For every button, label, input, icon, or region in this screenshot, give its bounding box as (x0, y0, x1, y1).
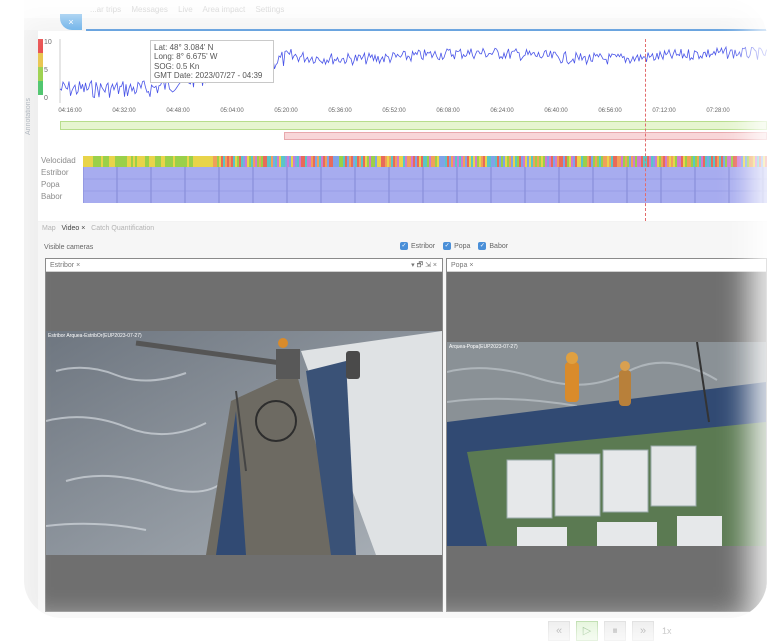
popa-track[interactable] (83, 179, 767, 191)
timeline-panel: 10 5 0 Lat: 48° 3.084' N Long: 8° 6.675'… (38, 31, 767, 221)
close-icon[interactable]: × (60, 14, 82, 30)
video-feed-popa[interactable]: Arquea-Popa(EUP2023-07-27) (447, 342, 766, 546)
scale-yellow (38, 53, 43, 67)
x-tick: 04:48:00 (166, 108, 190, 114)
x-tick: 05:20:00 (274, 108, 298, 114)
tab-catch-quantification[interactable]: Catch Quantification (91, 225, 155, 232)
x-tick: 06:56:00 (598, 108, 622, 114)
top-navigation: ...ar trips Messages Live Area impact Se… (24, 0, 767, 18)
scale-red (38, 39, 43, 53)
x-tick: 05:04:00 (220, 108, 244, 114)
x-tick: 07:28:00 (706, 108, 730, 114)
nav-tab-settings[interactable]: Settings (255, 5, 285, 14)
y-tick-5: 5 (44, 67, 48, 74)
toggle-label-popa: Popa (454, 242, 471, 250)
toggle-label-babor: Babor (489, 242, 509, 250)
y-tick-10: 10 (44, 39, 52, 46)
checkbox-estribor[interactable]: ✓ (400, 242, 408, 250)
x-tick: 04:16:00 (58, 108, 82, 114)
x-tick: 06:24:00 (490, 108, 514, 114)
track-label-velocidad: Velocidad (41, 156, 76, 165)
playhead-cursor[interactable] (645, 39, 646, 221)
video-feed-estribor[interactable]: Estribor Arquea-EstribOr(EUP2023-07-27) (46, 331, 442, 555)
tooltip-lat: Lat: 48° 3.084' N (154, 43, 214, 52)
view-tabs: Map Video × Catch Quantification (42, 225, 154, 232)
video-pane-popa: Popa × (446, 258, 767, 612)
scale-green (38, 81, 43, 95)
nav-tab-trips[interactable]: ...ar trips (90, 5, 122, 14)
play-button[interactable]: ▷ (576, 621, 598, 641)
camera-track-grid (83, 167, 767, 203)
tooltip-gmt: GMT Date: 2023/07/27 - 04:39 (154, 70, 263, 80)
y-tick-0: 0 (44, 95, 48, 102)
nav-tab-messages[interactable]: Messages (131, 5, 168, 14)
x-tick: 06:08:00 (436, 108, 460, 114)
checkbox-popa[interactable]: ✓ (443, 242, 452, 250)
deck-scene-estribor (46, 331, 442, 555)
camera-toggles: ✓ Estribor ✓ Popa ✓ Babor (394, 242, 508, 250)
haul-bar[interactable] (284, 132, 767, 140)
pane-close-icon[interactable]: × (76, 262, 81, 269)
deck-scene-popa (447, 342, 766, 546)
tooltip-sog: SOG: 0.5 Kn (154, 61, 200, 71)
nav-tab-area-impact[interactable]: Area impact (202, 5, 246, 14)
pane-title: Popa (451, 262, 468, 269)
camera-overlay-text: Estribor Arquea-EstribOr(EUP2023-07-27) (48, 333, 142, 339)
playback-speed[interactable]: 1x (662, 626, 672, 636)
position-tooltip: Lat: 48° 3.084' N Long: 8° 6.675' W SOG:… (150, 40, 274, 83)
fast-forward-button[interactable]: » (632, 621, 654, 641)
tab-video-close-icon[interactable]: × (81, 225, 86, 232)
speed-series-line (59, 45, 767, 99)
time-axis: 04:16:00 04:32:00 04:48:00 05:04:00 05:2… (38, 103, 767, 117)
x-tick: 05:36:00 (328, 108, 352, 114)
tab-map[interactable]: Map (42, 225, 56, 232)
divider (86, 29, 767, 31)
pane-title: Estribor (50, 262, 75, 269)
track-label-babor: Babor (41, 192, 63, 201)
visible-cameras-label: Visible cameras (44, 244, 94, 251)
x-tick: 07:12:00 (652, 108, 676, 114)
x-tick: 06:40:00 (544, 108, 568, 114)
pane-header: Estribor × ▾ 🗗 ⇲ × (46, 259, 442, 272)
track-label-estribor: Estribor (41, 168, 69, 177)
trip-bar[interactable] (60, 121, 767, 130)
x-tick: 04:32:00 (112, 108, 136, 114)
main-panel: ...ar trips Messages Live Area impact Se… (24, 0, 767, 618)
scale-lightgreen (38, 67, 43, 81)
video-pane-estribor: Estribor × ▾ 🗗 ⇲ × (45, 258, 443, 612)
speed-chart[interactable]: 10 5 0 (38, 31, 767, 103)
track-label-popa: Popa (41, 180, 60, 189)
annotations-tab[interactable]: Annotations (25, 98, 32, 135)
track-labels: Velocidad Estribor Popa Babor (38, 155, 82, 203)
nav-tabs: ...ar trips Messages Live Area impact Se… (90, 5, 292, 14)
estribor-track[interactable] (83, 167, 767, 179)
tooltip-long: Long: 8° 6.675' W (154, 52, 218, 62)
toggle-label-estribor: Estribor (411, 242, 436, 250)
pane-close-icon[interactable]: × (469, 262, 474, 269)
pane-controls[interactable]: ▾ 🗗 ⇲ × (411, 262, 437, 269)
velocity-track[interactable] (83, 156, 767, 167)
tab-video[interactable]: Video (61, 225, 80, 232)
nav-tab-live[interactable]: Live (178, 5, 193, 14)
rewind-button[interactable]: « (548, 621, 570, 641)
babor-track[interactable] (83, 191, 767, 203)
camera-overlay-text: Arquea-Popa(EUP2023-07-27) (449, 344, 518, 350)
pause-button[interactable]: ⏸ (604, 621, 626, 641)
pane-header: Popa × (447, 259, 766, 272)
video-area: Map Video × Catch Quantification Visible… (38, 222, 767, 618)
x-tick: 05:52:00 (382, 108, 406, 114)
left-rail: Annotations (24, 30, 38, 610)
checkbox-babor[interactable]: ✓ (478, 242, 487, 250)
